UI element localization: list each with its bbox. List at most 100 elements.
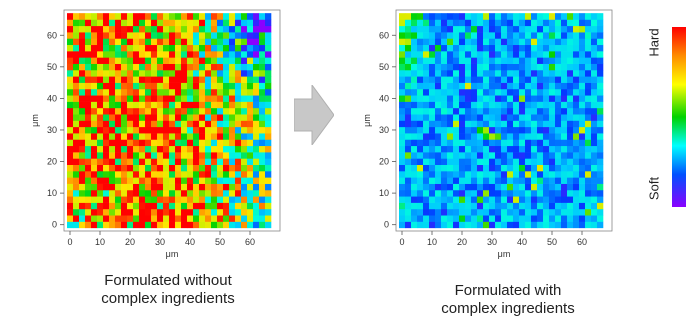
heatmap-cell [501,63,508,71]
heatmap-cell [417,171,424,178]
heatmap-cell [489,158,496,165]
heatmap-cell [549,25,556,33]
heatmap-cell [205,101,212,109]
heatmap-cell [67,158,74,165]
heatmap-cell [459,215,466,222]
heatmap-cell [495,139,502,147]
heatmap-cell [513,88,520,96]
heatmap-cell [241,158,248,165]
heatmap-cell [555,95,562,102]
heatmap-cell [555,69,562,77]
heatmap-cell [567,120,574,128]
heatmap-cell [537,183,544,191]
heatmap-cell [549,139,556,147]
y-tick-label: 40 [379,93,389,103]
heatmap-cell [591,25,598,33]
heatmap-cell [133,215,140,222]
heatmap-cell [423,114,430,121]
heatmap-cell [205,63,212,71]
x-tick-label: 60 [245,237,255,247]
heatmap-cell [483,19,490,27]
heatmap-cell [121,38,128,46]
heatmap-cell [399,126,406,134]
heatmap-cell [247,202,254,210]
heatmap-cell [471,145,478,153]
heatmap-cell [199,183,206,191]
heatmap-cell [67,107,74,115]
heatmap-cell [145,95,152,102]
heatmap-cell [417,44,424,52]
heatmap-cell [163,196,170,203]
heatmap-cell [423,145,430,153]
heatmap-cell [187,38,194,46]
heatmap-cell [447,164,454,172]
heatmap-cell [259,221,266,229]
heatmap-cell [163,38,170,46]
heatmap-cell [235,139,242,147]
heatmap-cell [85,208,92,216]
heatmap-cell [477,44,484,52]
heatmap-cell [247,44,254,52]
heatmap-cell [139,107,146,115]
heatmap-cell [103,152,110,159]
heatmap-cell [597,189,604,197]
heatmap-cell [405,82,412,90]
heatmap-cell [507,101,514,109]
heatmap-cell [193,215,200,222]
heatmap-cell [265,208,272,216]
heatmap-cell [145,19,152,27]
heatmap-cell [235,76,242,83]
heatmap-cell [435,139,442,147]
heatmap-cell [97,107,104,115]
heatmap-cell [465,51,472,58]
heatmap-cell [405,189,412,197]
heatmap-cell [115,183,122,191]
heatmap-cell [405,19,412,27]
heatmap-cell [181,107,188,115]
heatmap-cell [181,171,188,178]
heatmap-cell [139,208,146,216]
heatmap-cell [567,44,574,52]
heatmap-cell [543,63,550,71]
heatmap-cell [465,215,472,222]
heatmap-cell [525,208,532,216]
heatmap-cell [109,19,116,27]
heatmap-cell [579,51,586,58]
heatmap-cell [79,82,86,90]
heatmap-cell [235,57,242,64]
heatmap-cell [85,19,92,27]
heatmap-cell [477,95,484,102]
heatmap-cell [507,51,514,58]
heatmap-cell [525,13,532,20]
heatmap-cell [459,177,466,184]
heatmap-cell [115,82,122,90]
heatmap-cell [543,13,550,20]
heatmap-cell [405,183,412,191]
heatmap-cell [79,13,86,20]
heatmap-cell [247,63,254,71]
heatmap-cell [495,120,502,128]
heatmap-cell [591,215,598,222]
heatmap-cell [103,38,110,46]
heatmap-cell [501,57,508,64]
heatmap-cell [85,114,92,121]
caption-right-line-2: complex ingredients [441,300,575,317]
heatmap-cell [223,51,230,58]
heatmap-cell [537,202,544,210]
heatmap-cell [175,63,182,71]
heatmap-cell [477,171,484,178]
heatmap-cell [429,152,436,159]
heatmap-cell [489,107,496,115]
heatmap-cell [175,101,182,109]
heatmap-cell [85,202,92,210]
heatmap-cell [459,139,466,147]
heatmap-cell [247,183,254,191]
heatmap-cell [235,183,242,191]
heatmap-cell [489,215,496,222]
heatmap-cell [513,63,520,71]
heatmap-cell [247,32,254,39]
heatmap-cell [489,177,496,184]
heatmap-cell [223,202,230,210]
heatmap-cell [181,44,188,52]
heatmap-cell [151,221,158,229]
